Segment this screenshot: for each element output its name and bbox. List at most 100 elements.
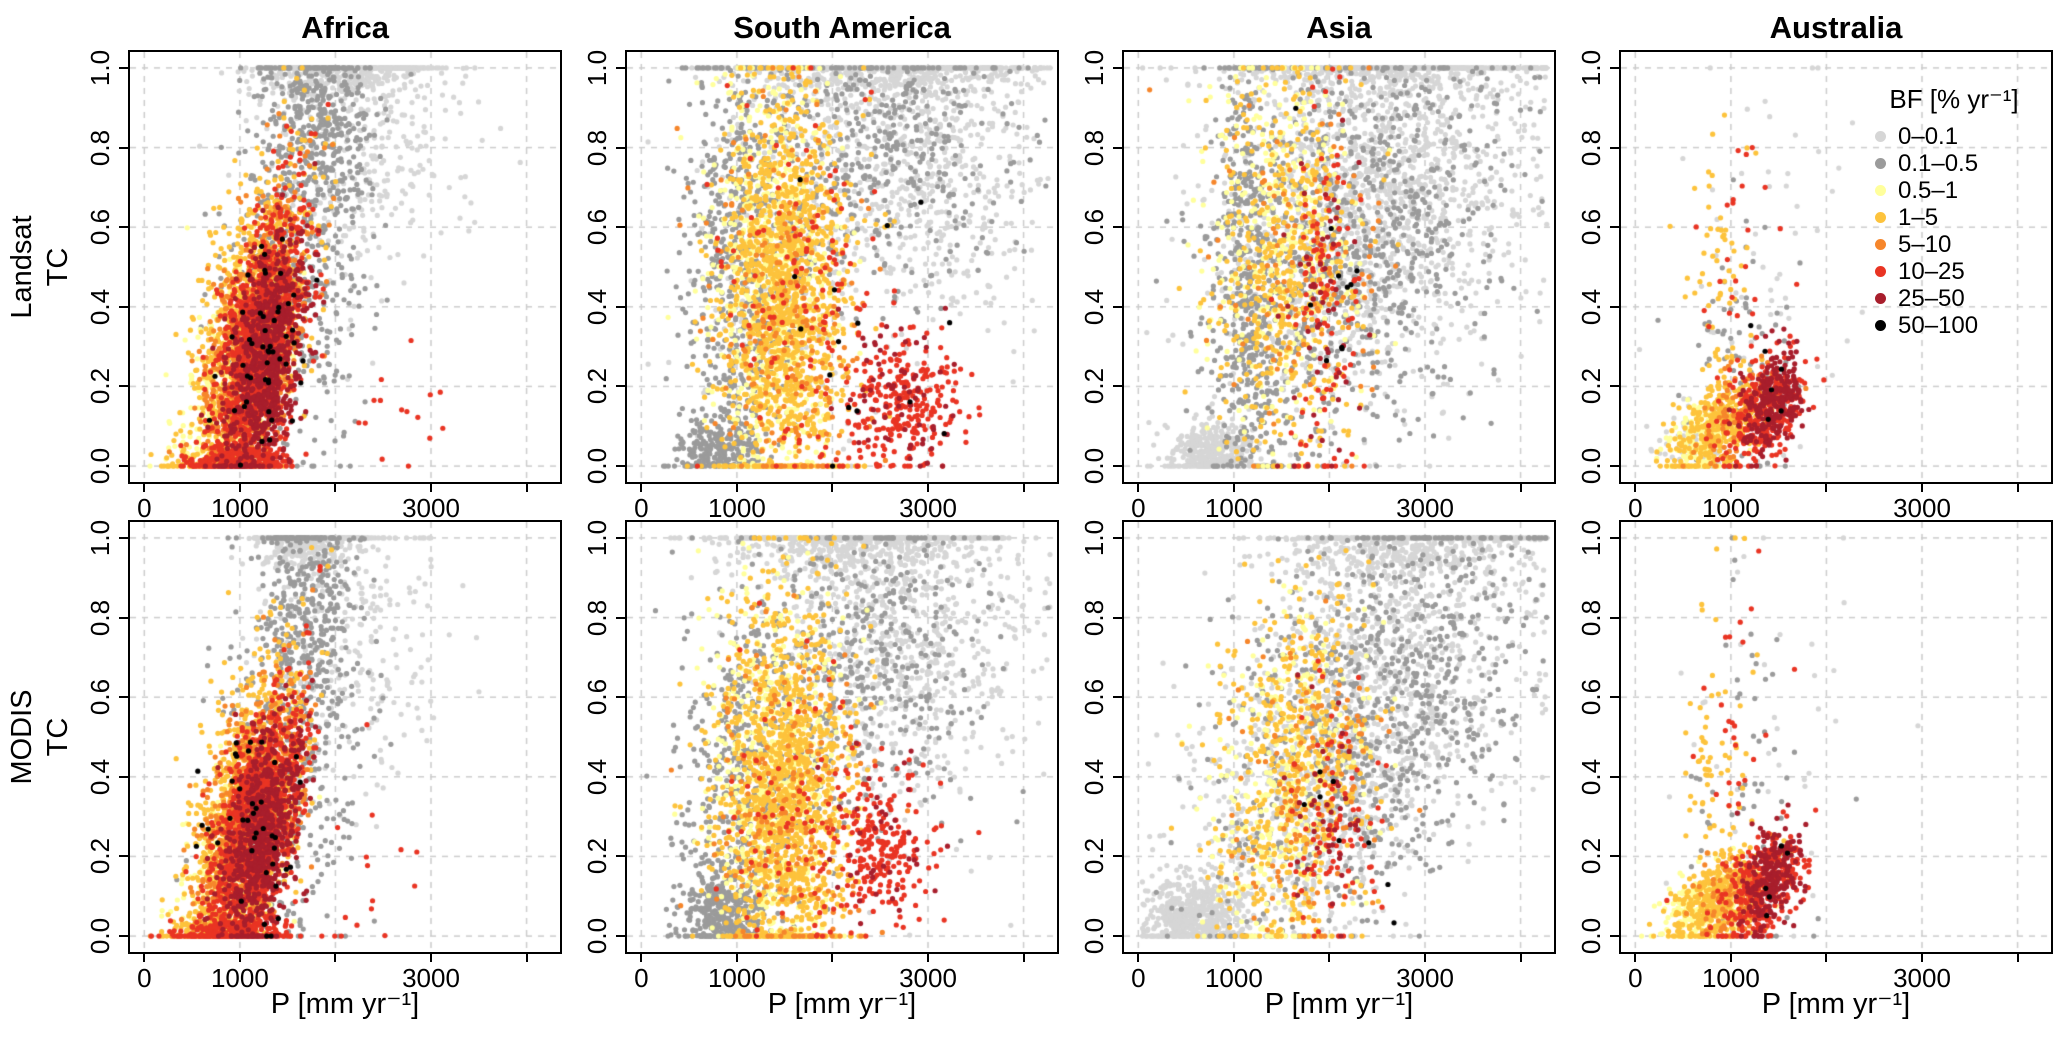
x-tick-mark (1634, 953, 1637, 962)
y-tick-label: 0.4 (1079, 288, 1109, 325)
x-tick-mark (1424, 483, 1426, 492)
y-tick-label: 0.6 (1079, 209, 1109, 246)
x-tick-label: 3000 (402, 493, 460, 523)
y-tick-mark (119, 226, 128, 229)
y-tick-label: 1.0 (1079, 49, 1109, 86)
y-tick-label: 0.0 (85, 447, 115, 485)
y-tick-label: 1.0 (85, 519, 115, 556)
scatter-panel-landsat-australia (1619, 50, 2053, 484)
y-tick-mark (616, 775, 625, 778)
y-tick-mark (1610, 305, 1619, 308)
y-tick-mark (616, 146, 625, 149)
x-tick-label: 1000 (1701, 963, 1760, 993)
y-tick-label: 0.6 (582, 679, 612, 716)
x-tick-mark (831, 483, 834, 492)
y-tick-mark (1610, 385, 1619, 388)
legend-entry-label: 0–0.1 (1898, 122, 1959, 150)
x-tick-label: 0 (634, 963, 649, 993)
x-tick-mark (735, 483, 738, 492)
scatter-panel-landsat-africa (128, 50, 562, 484)
legend-entry-label: 1–5 (1898, 203, 1939, 231)
y-tick-mark (616, 66, 625, 69)
y-tick-mark (1610, 465, 1619, 468)
y-tick-mark (1113, 696, 1122, 699)
y-tick-mark (119, 935, 128, 938)
legend-entry: 5–10 (1853, 231, 2055, 258)
x-tick-label: 3000 (1893, 963, 1951, 993)
x-tick-mark (143, 953, 146, 962)
x-tick-mark (640, 483, 643, 492)
x-tick-label: 1000 (1204, 493, 1263, 523)
x-axis-label-australia: P [mm yr⁻¹] (1761, 988, 1911, 1020)
x-tick-mark (640, 953, 643, 962)
legend-title: BF [% yr⁻¹] (1889, 84, 2019, 114)
y-tick-mark (616, 305, 625, 308)
row-label-modis: MODIS (6, 689, 38, 785)
y-tick-mark (119, 146, 128, 149)
y-tick-label: 0.6 (1576, 679, 1606, 716)
legend-entries: 0–0.1 0.1–0.5 0.5–1 1–5 5–10 10–25 25–50 50–100 (1853, 123, 2055, 339)
column-title-australia: Australia (1769, 10, 1903, 45)
y-tick-label: 0.6 (582, 209, 612, 246)
y-tick-mark (1113, 146, 1122, 149)
scatter-panel-modis-asia (1122, 520, 1556, 954)
legend-entry-label: 5–10 (1898, 230, 1952, 258)
legend-entry: 50–100 (1853, 312, 2055, 339)
y-tick-label: 0.4 (1576, 288, 1606, 325)
legend-entry: 0.1–0.5 (1853, 150, 2055, 177)
y-tick-mark (1610, 616, 1619, 619)
y-tick-label: 1.0 (582, 49, 612, 86)
x-tick-mark (1137, 483, 1140, 492)
x-tick-label: 0 (1628, 963, 1643, 993)
y-tick-label: 0.8 (85, 129, 115, 166)
x-tick-mark (1825, 483, 1828, 492)
y-tick-label: 1.0 (85, 49, 115, 86)
y-axis-label-modis-row: TC (42, 717, 74, 757)
y-tick-mark (119, 536, 128, 539)
y-tick-label: 0.6 (1576, 209, 1606, 246)
y-tick-mark (1610, 226, 1619, 229)
y-tick-mark (119, 616, 128, 619)
y-tick-label: 0.8 (1079, 599, 1109, 636)
y-tick-label: 0.2 (85, 838, 115, 875)
y-tick-label: 0.8 (582, 129, 612, 166)
x-tick-mark (1921, 483, 1923, 492)
x-tick-mark (1729, 483, 1732, 492)
y-tick-label: 0.4 (582, 758, 612, 795)
x-tick-mark (831, 953, 834, 962)
y-tick-label: 0.0 (1576, 447, 1606, 485)
y-tick-label: 0.2 (1079, 368, 1109, 405)
y-tick-label: 0.4 (85, 288, 115, 325)
x-tick-label: 0 (634, 493, 649, 523)
x-tick-mark (927, 483, 929, 492)
x-tick-mark (334, 953, 337, 962)
x-tick-mark (430, 953, 432, 962)
x-tick-mark (238, 953, 241, 962)
y-tick-mark (1610, 696, 1619, 699)
y-tick-label: 0.8 (1079, 129, 1109, 166)
x-tick-mark (1328, 953, 1331, 962)
legend-entry-label: 50–100 (1898, 311, 1979, 339)
y-tick-label: 0.6 (1079, 679, 1109, 716)
scatter-panel-modis-south-america (625, 520, 1059, 954)
scatter-panel-modis-australia (1619, 520, 2053, 954)
row-label-landsat: Landsat (6, 215, 38, 319)
y-tick-mark (1610, 935, 1619, 938)
y-tick-mark (1113, 226, 1122, 229)
y-tick-label: 0.2 (582, 838, 612, 875)
y-tick-label: 0.0 (1079, 917, 1109, 955)
y-tick-mark (119, 305, 128, 308)
x-tick-mark (334, 483, 337, 492)
y-tick-mark (1113, 775, 1122, 778)
y-tick-mark (119, 385, 128, 388)
legend-entry: 10–25 (1853, 258, 2055, 285)
legend-entry: 1–5 (1853, 204, 2055, 231)
legend-dot-icon (1875, 185, 1886, 196)
y-tick-label: 0.0 (582, 447, 612, 485)
y-tick-mark (616, 465, 625, 468)
y-tick-mark (119, 66, 128, 69)
y-tick-label: 0.2 (1576, 368, 1606, 405)
x-tick-mark (525, 483, 528, 492)
y-tick-mark (616, 855, 625, 858)
y-tick-mark (616, 536, 625, 539)
